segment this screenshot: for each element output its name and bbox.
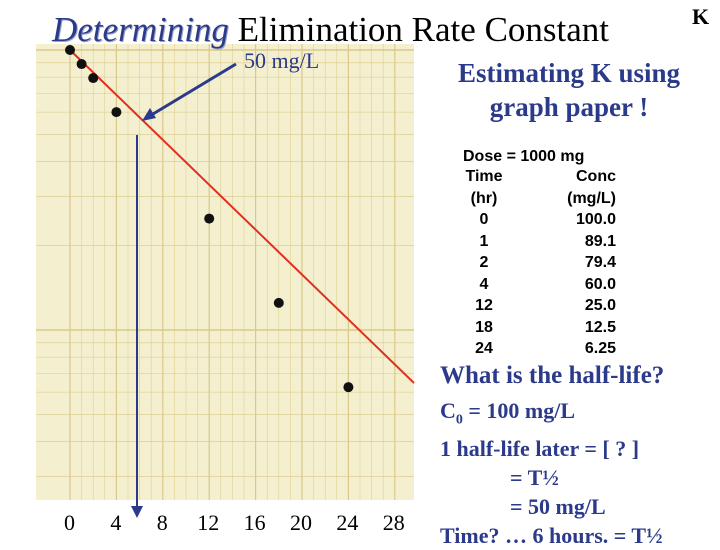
time-cell: 12	[475, 297, 493, 314]
table-row: 12 25.0	[462, 295, 616, 317]
x-tick-label: 12	[197, 510, 220, 535]
estimate-line-2: graph paper !	[489, 92, 649, 122]
time-cell: 4	[479, 275, 489, 293]
fifty-mg-label: 50 mg/L	[244, 48, 320, 73]
data-points	[65, 45, 354, 393]
title-italic: Determining	[52, 10, 229, 49]
conc-cell: 89.1	[584, 232, 616, 250]
calc-line-3: = 50 mg/L	[510, 494, 606, 520]
arrow-diagonal-head	[142, 108, 156, 121]
graph-grid	[36, 44, 414, 500]
estimate-heading: Estimating K using graph paper !	[440, 56, 698, 124]
table-row: 4 60.0	[462, 274, 616, 296]
x-tick-label: 24	[336, 510, 359, 535]
table-header-row: Time Conc	[462, 166, 616, 188]
conc-table: Time Conc (hr) (mg/L) 0 100.0 1 89.1 2 79.4…	[462, 166, 616, 360]
x-tick-label: 4	[110, 510, 122, 535]
table-row: 1 89.1	[462, 231, 616, 253]
table-header-row: (hr) (mg/L)	[462, 188, 616, 210]
time-cell: 18	[475, 318, 493, 336]
x-tick-label: 0	[64, 510, 75, 535]
header-time-unit: (hr)	[470, 189, 498, 207]
half-life-question: What is the half-life?	[440, 362, 665, 389]
arrow-diagonal	[147, 62, 237, 119]
x-tick-label: 20	[290, 510, 312, 535]
title-rest: Elimination Rate Constant	[237, 10, 610, 49]
header-conc: Conc	[576, 168, 616, 185]
corner-letter: K	[692, 4, 710, 29]
table-row: 18 12.5	[462, 317, 616, 339]
page-title: Determining Elimination Rate Constant	[52, 10, 609, 50]
conc-cell: 25.0	[584, 297, 616, 314]
calc-line-2: = T½	[510, 465, 559, 491]
time-cell: 2	[479, 254, 489, 271]
header-time: Time	[465, 168, 503, 185]
data-point	[111, 107, 122, 118]
conc-cell: 6.25	[584, 340, 616, 357]
data-point	[204, 213, 215, 224]
calc-line-4: Time? … 6 hours. = T½	[440, 523, 663, 549]
data-point	[273, 297, 284, 308]
half-life-calc: C0 = 100 mg/L 1 half-life later = [ ? ] …	[440, 396, 663, 550]
conc-cell: 60.0	[584, 275, 616, 293]
regression-line	[69, 49, 415, 384]
header-conc-unit: (mg/L)	[567, 189, 616, 207]
arrow-vertical-head	[131, 506, 143, 518]
time-cell: 0	[479, 211, 489, 228]
data-point	[343, 382, 354, 393]
table-row: 24 6.25	[462, 338, 616, 360]
data-point	[88, 73, 99, 84]
x-tick-label: 8	[156, 510, 168, 535]
table-row: 2 79.4	[462, 252, 616, 274]
graph-paper	[36, 44, 414, 500]
time-cell: 24	[475, 340, 493, 357]
estimate-line-1: Estimating K using	[457, 58, 681, 88]
conc-cell: 100.0	[575, 211, 616, 228]
calc-c0: C0 = 100 mg/L	[440, 398, 576, 428]
data-point	[76, 59, 87, 70]
x-tick-label: 16	[243, 510, 266, 535]
calc-line-1: 1 half-life later = [ ? ]	[440, 436, 640, 462]
conc-cell: 12.5	[584, 318, 616, 336]
conc-cell: 79.4	[584, 254, 616, 271]
table-row: 0 100.0	[462, 209, 616, 231]
data-point	[65, 45, 75, 55]
dose-text: Dose = 1000 mg	[463, 148, 585, 165]
time-cell: 1	[479, 232, 489, 250]
x-tick-label: 28	[382, 510, 405, 535]
